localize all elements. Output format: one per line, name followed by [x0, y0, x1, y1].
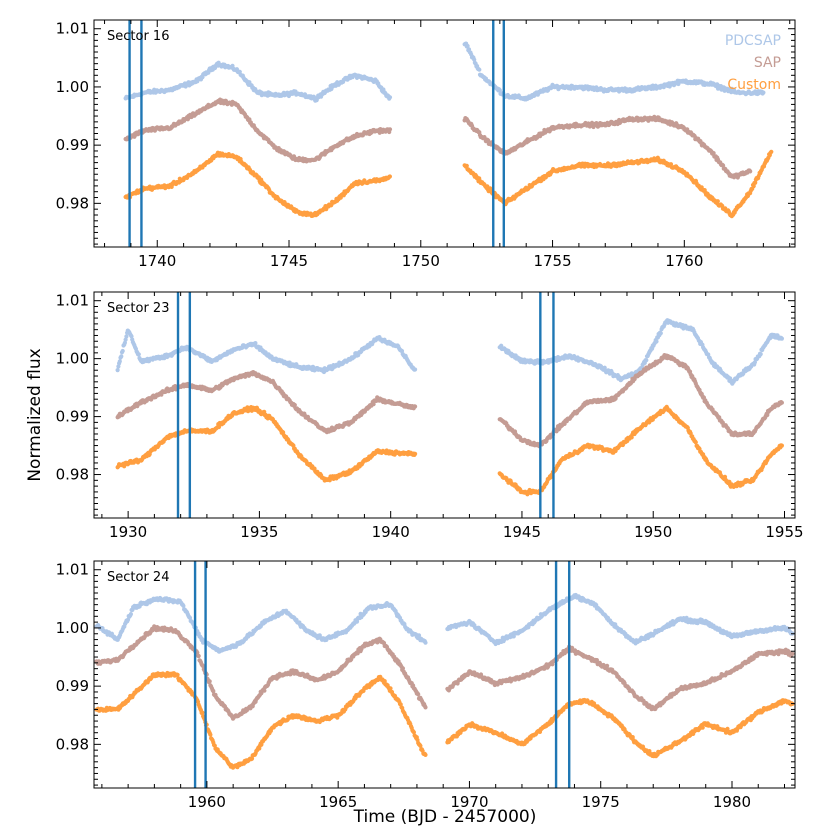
x-tick-label: 1750	[402, 252, 440, 270]
data-point-pdcsap	[477, 67, 482, 72]
x-tick-label: 1745	[270, 252, 308, 270]
y-tick-label: 1.00	[56, 78, 89, 96]
panels-layer: 1740 1745 1750 1755 1760 1.01 1.00 0.99 0.98 Sect…	[56, 19, 804, 811]
series-pdcsap	[123, 41, 766, 103]
data-point-sap	[387, 127, 393, 132]
data-point-pdcsap	[124, 334, 129, 339]
y-tick-label: 1.01	[56, 20, 89, 38]
sector-label: Sector 16	[107, 29, 169, 44]
data-point-sap	[748, 169, 753, 174]
data-point-custom	[715, 199, 720, 204]
panel-sector-1: 1740 1745 1750 1755 1760 1.01 1.00 0.99 0.98 Sect…	[56, 19, 796, 270]
x-tick-label: 1945	[503, 523, 541, 541]
data-point-custom	[413, 451, 418, 456]
x-tick-label: 1930	[109, 523, 147, 541]
data-point-pdcsap	[117, 359, 122, 364]
series-custom	[123, 149, 774, 219]
legend-entry-pdcsap: PDCSAP	[725, 33, 781, 49]
data-point-custom	[693, 440, 698, 445]
data-point-pdcsap	[779, 336, 785, 341]
legend-entry-custom: Custom	[727, 77, 781, 93]
x-tick-label: 1755	[533, 252, 571, 270]
data-point-pdcsap	[115, 368, 120, 373]
data-point-pdcsap	[658, 331, 663, 336]
data-point-sap	[711, 151, 716, 156]
x-tick-label: 1935	[240, 523, 278, 541]
data-point-pdcsap	[119, 354, 124, 359]
data-point-sap	[779, 400, 785, 405]
x-tick-label: 1950	[634, 523, 672, 541]
x-tick-label: 1740	[138, 252, 176, 270]
data-point-pdcsap	[758, 352, 763, 357]
x-tick-label: 1760	[665, 252, 703, 270]
data-point-pdcsap	[120, 348, 125, 354]
data-point-pdcsap	[413, 367, 418, 372]
data-point-pdcsap	[654, 339, 659, 344]
y-tick-label: 0.99	[56, 136, 89, 154]
data-point-custom	[779, 443, 785, 448]
data-point-sap	[413, 404, 418, 409]
y-tick-label: 0.98	[56, 194, 89, 212]
data-point-custom	[769, 149, 774, 154]
data-point-pdcsap	[136, 352, 141, 357]
x-tick-label: 1955	[765, 523, 803, 541]
data-point-custom	[387, 174, 392, 179]
data-point-pdcsap	[465, 43, 470, 49]
data-point-pdcsap	[387, 95, 393, 100]
legend-entry-sap: SAP	[754, 55, 781, 71]
data-point-pdcsap	[761, 90, 766, 95]
data-point-pdcsap	[644, 358, 649, 363]
data-point-sap	[721, 163, 726, 168]
x-tick-label: 1940	[372, 523, 410, 541]
series-sap	[123, 97, 753, 180]
